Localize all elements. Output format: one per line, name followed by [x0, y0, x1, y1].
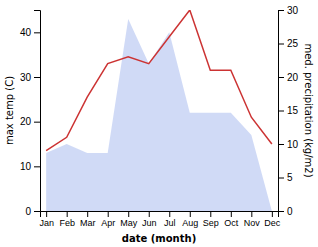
- tick-label: Sep: [203, 218, 219, 228]
- tick-label: 30: [20, 72, 32, 83]
- tick-label: 15: [287, 105, 299, 116]
- tick: 10: [278, 139, 299, 150]
- y2-axis: 0 5 10 15 20 25 30: [278, 5, 299, 217]
- tick-label: 25: [287, 38, 299, 49]
- tick-mark: [149, 211, 150, 217]
- tick-label: 10: [287, 139, 299, 150]
- tick-label: Apr: [101, 218, 115, 228]
- tick-mark: [34, 122, 40, 123]
- line: [46, 10, 272, 151]
- tick-label: Jun: [142, 218, 157, 228]
- tick-mark: [278, 178, 284, 179]
- tick: Aug: [182, 211, 198, 228]
- tick-label: 10: [20, 161, 32, 172]
- tick-label: Jan: [39, 218, 54, 228]
- y-axis: 0 10 20 30 40: [20, 11, 41, 217]
- tick-mark: [128, 211, 129, 217]
- tick-label: Nov: [244, 218, 261, 228]
- y2-axis-title: med. precipitation (kg/m2): [303, 43, 314, 177]
- tick-mark: [278, 44, 284, 45]
- tick-mark: [278, 144, 284, 145]
- tick-mark: [34, 32, 40, 33]
- tick-label: 40: [20, 27, 32, 38]
- x-axis-title: date (month): [122, 233, 196, 244]
- tick-mark: [210, 211, 211, 217]
- tick-mark: [278, 111, 284, 112]
- tick-label: Feb: [59, 218, 75, 228]
- tick: 40: [20, 27, 40, 38]
- marks: [46, 10, 272, 211]
- tick: 5: [278, 172, 293, 183]
- tick: Jan: [39, 211, 54, 228]
- tick: Apr: [101, 211, 115, 228]
- tick: 25: [278, 38, 299, 49]
- tick: Dec: [264, 211, 281, 228]
- tick: 30: [20, 72, 40, 83]
- tick-mark: [278, 77, 284, 78]
- tick: 30: [278, 5, 299, 16]
- axis-line: [34, 11, 41, 212]
- tick: 20: [20, 116, 40, 127]
- tick: 0: [25, 206, 40, 217]
- chart: Jan Feb Mar Apr May Jun Jul Aug Sep Oct NovDec 0 10 2…: [0, 0, 318, 247]
- tick: 10: [20, 161, 40, 172]
- tick-mark: [231, 211, 232, 217]
- x-axis: Jan Feb Mar Apr May Jun Jul Aug Sep Oct NovDec: [39, 211, 280, 228]
- tick-label: 0: [25, 206, 31, 217]
- axis-line: [41, 212, 279, 218]
- tick: 20: [278, 72, 299, 83]
- plot: Jan Feb Mar Apr May Jun Jul Aug Sep Oct NovDec 0 10 2…: [4, 5, 314, 244]
- tick: Jun: [142, 211, 157, 228]
- tick-label: Jul: [164, 218, 176, 228]
- tick: Feb: [59, 211, 75, 228]
- tick-mark: [67, 211, 68, 217]
- tick: 0: [278, 206, 293, 217]
- tick-mark: [272, 211, 273, 217]
- tick-label: 0: [287, 206, 293, 217]
- tick: Sep: [203, 211, 219, 228]
- tick-label: Mar: [80, 218, 96, 228]
- tick-mark: [190, 211, 191, 217]
- tick-mark: [46, 211, 47, 217]
- tick: 15: [278, 105, 299, 116]
- y-axis-title: max temp (C): [4, 76, 15, 145]
- tick-mark: [87, 211, 88, 217]
- tick-label: May: [120, 218, 138, 228]
- tick-mark: [251, 211, 252, 217]
- tick-label: Dec: [264, 218, 281, 228]
- tick-mark: [108, 211, 109, 217]
- tick: Nov: [244, 211, 261, 228]
- area: [46, 19, 272, 211]
- tick-mark: [34, 211, 40, 212]
- tick-label: 20: [20, 116, 32, 127]
- tick-mark: [278, 10, 284, 11]
- tick-label: 20: [287, 72, 299, 83]
- axis-line: [279, 11, 285, 212]
- tick-mark: [278, 211, 284, 212]
- tick: May: [120, 211, 138, 228]
- tick: Oct: [224, 211, 239, 228]
- tick: Jul: [164, 211, 176, 228]
- tick-label: Aug: [182, 218, 198, 228]
- tick-mark: [169, 211, 170, 217]
- tick-label: 30: [287, 5, 299, 16]
- tick-mark: [34, 77, 40, 78]
- tick-mark: [34, 166, 40, 167]
- tick: Mar: [80, 211, 96, 228]
- tick-label: Oct: [224, 218, 239, 228]
- tick-label: 5: [287, 172, 293, 183]
